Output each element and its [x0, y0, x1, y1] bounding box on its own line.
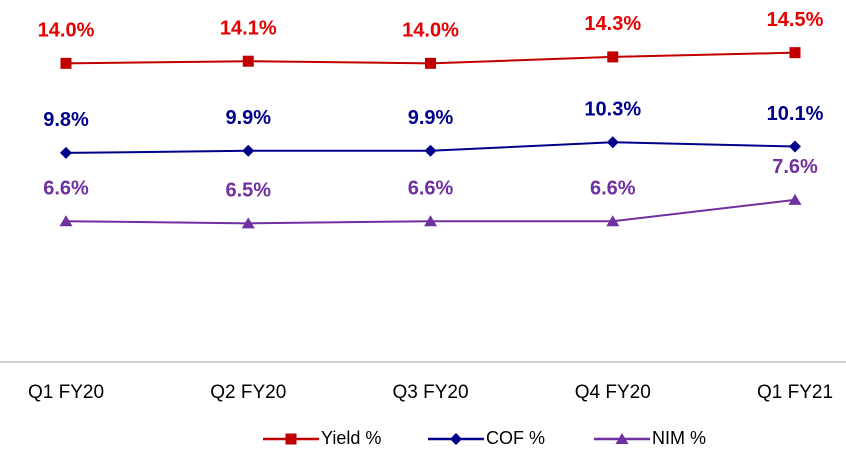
value-label: 9.9% — [408, 107, 454, 129]
value-label: 6.6% — [408, 177, 454, 199]
value-label: 14.0% — [402, 20, 459, 42]
value-label: 14.1% — [220, 17, 277, 39]
value-label: 9.8% — [43, 109, 89, 131]
value-label: 6.6% — [43, 177, 89, 199]
value-label: 14.5% — [767, 9, 824, 31]
value-label: 6.5% — [225, 180, 271, 202]
x-tick-label: Q1 FY20 — [28, 382, 104, 403]
x-tick-label: Q4 FY20 — [575, 382, 651, 403]
point — [606, 136, 619, 149]
value-label: 6.6% — [590, 177, 636, 199]
point — [606, 215, 620, 227]
legend-marker — [450, 433, 462, 445]
x-tick-label: Q2 FY20 — [210, 382, 286, 403]
point — [424, 144, 437, 157]
point — [242, 55, 254, 67]
point — [60, 57, 72, 69]
point — [789, 47, 801, 59]
value-label: 14.0% — [38, 20, 95, 42]
value-label: 10.3% — [584, 99, 641, 121]
point — [424, 215, 437, 227]
legend-marker — [615, 433, 629, 444]
legend-label: Yield % — [321, 428, 381, 448]
point — [425, 57, 436, 69]
value-label: 10.1% — [767, 103, 824, 125]
point — [60, 146, 72, 159]
legend-label: NIM % — [652, 428, 706, 448]
x-tick-label: Q3 FY20 — [392, 382, 468, 403]
x-tick-label: Q1 FY21 — [757, 382, 833, 403]
point — [59, 215, 73, 227]
value-label: 9.9% — [225, 107, 271, 129]
point — [242, 144, 255, 157]
legend-marker — [285, 433, 297, 445]
point — [788, 193, 802, 205]
value-label: 14.3% — [584, 13, 641, 35]
legend-label: COF % — [486, 428, 545, 448]
point — [241, 217, 255, 229]
value-label: 7.6% — [772, 156, 818, 178]
point — [789, 140, 801, 153]
point — [607, 51, 619, 63]
